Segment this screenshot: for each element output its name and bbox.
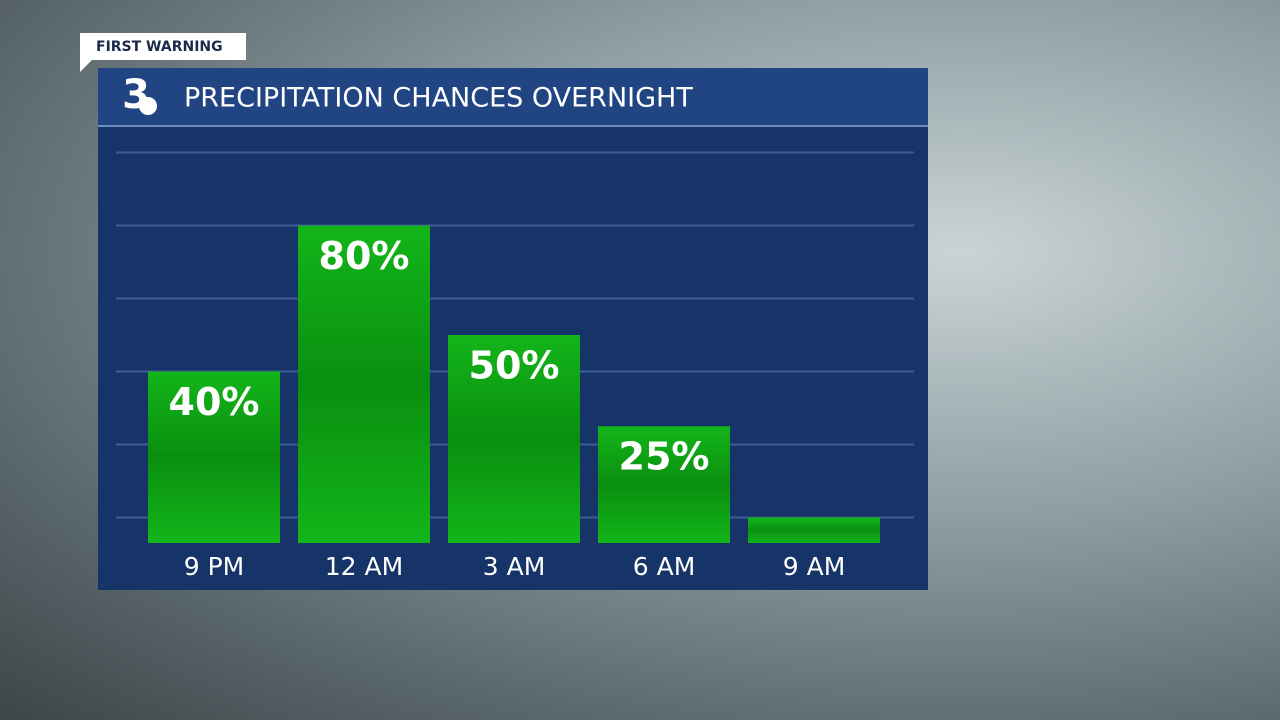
tag-pointer [80, 60, 92, 72]
value-label: 25% [619, 435, 710, 479]
x-tick-label: 3 AM [483, 552, 546, 581]
value-label: 50% [469, 344, 560, 388]
value-label: 40% [169, 380, 260, 424]
x-tick-label: 6 AM [633, 552, 696, 581]
header-band [98, 68, 928, 126]
x-tick-label: 9 AM [783, 552, 846, 581]
tag-text: FIRST WARNING [96, 39, 223, 55]
x-tick-label: 9 PM [184, 552, 245, 581]
bar [298, 225, 430, 544]
tag-box [80, 33, 246, 60]
x-tick-label: 12 AM [325, 552, 403, 581]
logo-eye [139, 97, 157, 115]
plot: 9 PM 40% 12 AM 80% 3 AM 50% 6 AM 25% 9 AM [116, 151, 914, 581]
bar [598, 426, 730, 543]
value-label: 80% [319, 234, 410, 278]
chart-title: PRECIPITATION CHANCES OVERNIGHT [184, 83, 693, 114]
logo: 3 [122, 72, 150, 118]
bar [448, 335, 580, 543]
bar [148, 371, 280, 543]
bar [748, 517, 880, 543]
